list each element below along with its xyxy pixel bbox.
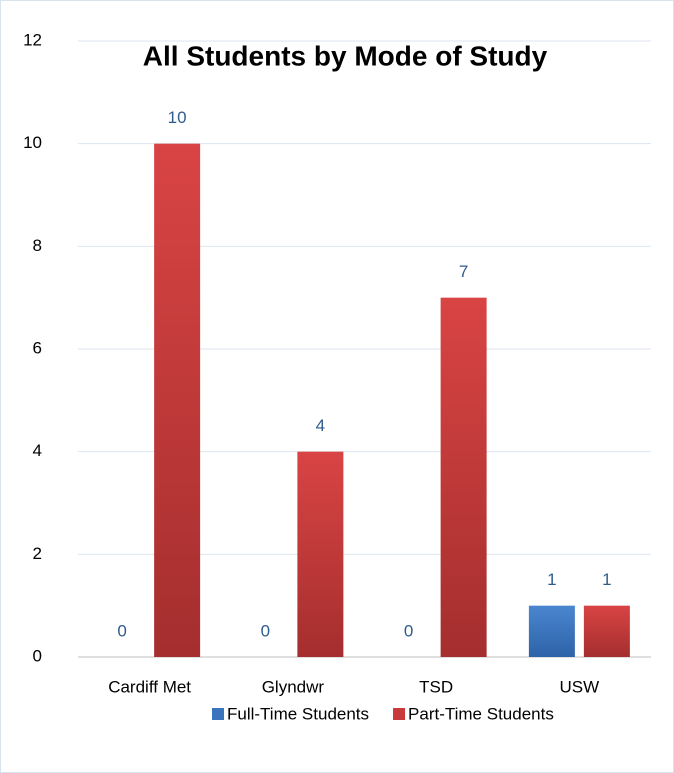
value-label: 0 [261,621,270,640]
x-tick-label: Cardiff Met [108,677,191,696]
chart-title: All Students by Mode of Study [143,40,548,71]
value-label: 7 [459,262,468,281]
x-tick-label: TSD [419,677,453,696]
bar [528,605,575,657]
value-label: 0 [404,621,413,640]
bar [583,605,630,657]
y-tick-label: 2 [33,544,42,563]
value-label: 10 [168,108,187,127]
y-tick-label: 8 [33,236,42,255]
y-tick-label: 12 [23,30,42,49]
x-tick-label: Glyndwr [262,677,325,696]
legend-label: Full-Time Students [227,704,369,723]
value-label: 1 [547,570,556,589]
value-label: 4 [316,416,325,435]
legend-label: Part-Time Students [408,704,554,723]
bar [440,297,487,657]
legend-swatch [393,708,406,720]
value-label: 1 [602,570,611,589]
legend-swatch [212,708,224,720]
x-tick-label: USW [560,677,600,696]
y-tick-label: 4 [33,441,42,460]
y-tick-label: 10 [23,133,42,152]
bar [297,451,344,657]
value-label: 0 [117,621,126,640]
bar [154,143,201,657]
y-tick-label: 0 [33,646,42,665]
y-tick-label: 6 [33,338,42,357]
